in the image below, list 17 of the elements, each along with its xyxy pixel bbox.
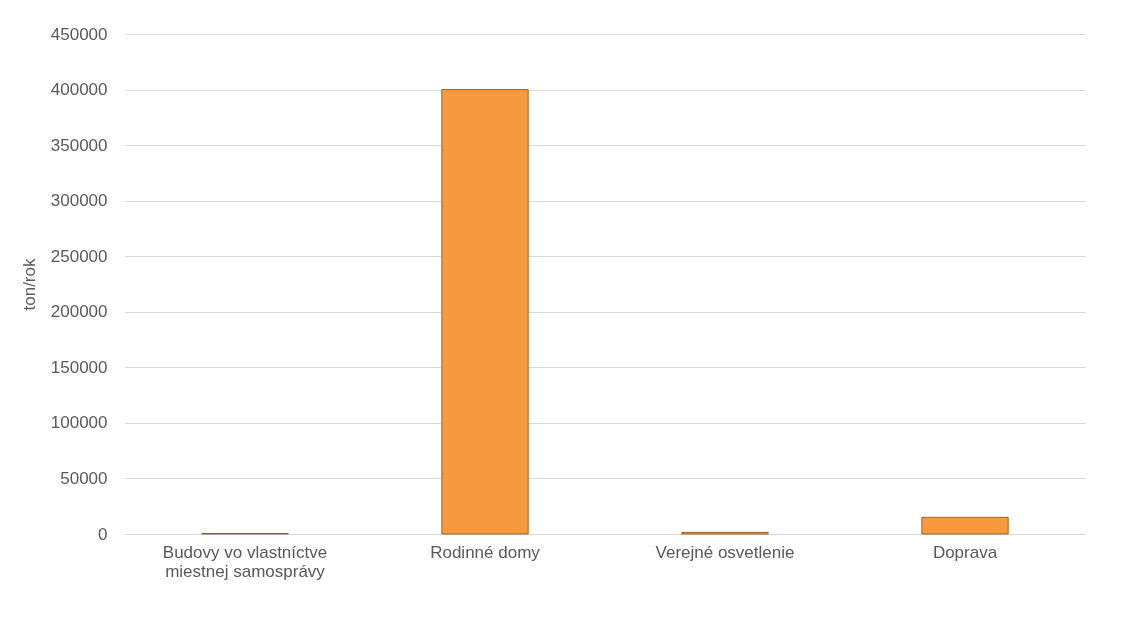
x-tick-label: Budovy vo vlastníctve miestnej samosprávy	[162, 542, 328, 581]
x-tick-label: Rodinné domy	[430, 542, 541, 562]
y-tick-label: 100000	[50, 413, 108, 433]
bar	[441, 89, 529, 535]
x-tick-label: Verejné osvetlenie	[655, 542, 795, 562]
y-tick-label: 150000	[50, 357, 108, 377]
y-tick-label: 300000	[50, 191, 108, 211]
y-tick-label: 0	[98, 524, 108, 544]
y-axis-title: ton/rok	[19, 258, 39, 311]
y-tick-label: 400000	[50, 80, 108, 100]
bar	[921, 516, 1009, 535]
y-tick-label: 350000	[50, 135, 108, 155]
y-tick-label: 200000	[50, 302, 108, 322]
y-tick-label: 50000	[60, 468, 108, 488]
y-tick-label: 250000	[50, 246, 108, 266]
x-tick-label: Doprava	[932, 542, 998, 562]
y-tick-label: 450000	[50, 24, 108, 44]
